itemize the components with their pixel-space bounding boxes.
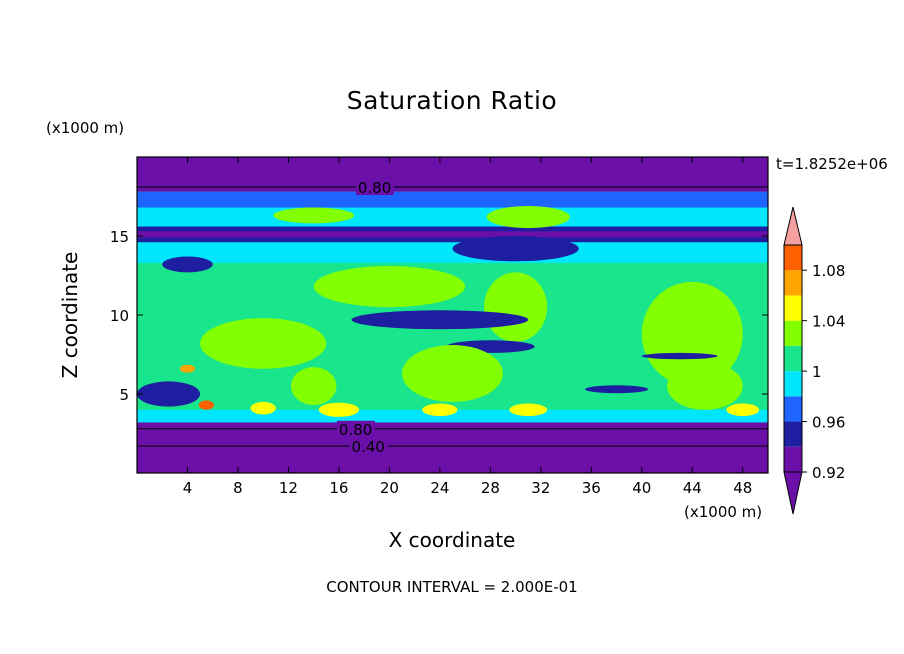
contour-interval-note: CONTOUR INTERVAL = 2.000E-01 xyxy=(326,578,578,596)
colorbar-bin xyxy=(784,245,802,271)
y-tick-label: 10 xyxy=(110,307,129,325)
field-blob xyxy=(198,400,214,410)
x-tick-label: 12 xyxy=(279,479,298,497)
time-label: t=1.8252e+06 xyxy=(776,155,888,173)
colorbar-bin xyxy=(784,446,802,472)
field-blob xyxy=(484,272,548,342)
x-tick-label: 36 xyxy=(582,479,601,497)
contour-label-bg xyxy=(349,438,388,455)
field-blob xyxy=(402,345,503,402)
x-axis-unit: (x1000 m) xyxy=(684,503,763,521)
colorbar-bin xyxy=(784,421,802,447)
contour-label-bg xyxy=(336,420,375,437)
colorbar-bin xyxy=(784,270,802,296)
colorbar-bin xyxy=(784,345,802,372)
contour-label: 0.80 xyxy=(339,421,372,439)
x-tick-label: 40 xyxy=(632,479,651,497)
colorbar-tick-label: 1.04 xyxy=(812,313,845,331)
field-blob xyxy=(137,381,201,407)
colorbar-under-arrow xyxy=(783,471,803,515)
colorbar-tick-label: 1 xyxy=(812,363,822,381)
field-blob xyxy=(162,256,213,273)
field-blob xyxy=(726,403,760,417)
field-blob xyxy=(667,362,743,410)
colorbar: 0.92 0.96 1 1.04 1.08 xyxy=(783,206,845,515)
x-tick-label: 24 xyxy=(430,479,449,497)
field-blob xyxy=(318,402,360,417)
field-band xyxy=(137,231,768,238)
field-blob xyxy=(179,364,196,373)
field-band xyxy=(137,207,768,227)
field-blob xyxy=(641,281,743,387)
field-blob xyxy=(200,318,327,369)
colorbar-over-arrow xyxy=(783,206,803,246)
colorbar-tick-label: 0.92 xyxy=(812,464,845,482)
field-blob xyxy=(641,352,718,360)
colorbar-bin xyxy=(784,371,802,397)
x-tick-label: 4 xyxy=(183,479,193,497)
plot-area: 0.800.800.40 xyxy=(137,157,768,473)
contour-label: 0.40 xyxy=(352,438,385,456)
x-tick-label: 32 xyxy=(531,479,550,497)
colorbar-bin xyxy=(784,320,802,346)
contour-label: 0.80 xyxy=(358,179,391,197)
field-blob xyxy=(509,403,548,417)
x-tick-label: 28 xyxy=(481,479,500,497)
field-blob xyxy=(422,403,458,417)
field-blob xyxy=(273,207,355,224)
chart-title: Saturation Ratio xyxy=(346,86,558,115)
x-tick-label: 8 xyxy=(233,479,243,497)
colorbar-tick-label: 0.96 xyxy=(812,414,845,432)
x-axis-label: X coordinate xyxy=(388,528,516,552)
field-blob xyxy=(486,205,570,229)
y-tick-label: 15 xyxy=(110,228,129,246)
colorbar-bin xyxy=(784,295,802,321)
field-band xyxy=(137,157,768,192)
field-blob xyxy=(452,236,579,262)
x-tick-label: 20 xyxy=(380,479,399,497)
x-tick-label: 16 xyxy=(329,479,348,497)
x-tick-label: 48 xyxy=(733,479,752,497)
field-blob xyxy=(250,401,276,415)
contour-label-bg xyxy=(355,179,394,196)
field-band xyxy=(137,409,768,423)
x-tick-label: 44 xyxy=(683,479,702,497)
field-blob xyxy=(290,367,337,406)
colorbar-bin xyxy=(784,396,802,422)
field-blob xyxy=(351,310,529,330)
colorbar-tick-label: 1.08 xyxy=(812,262,845,280)
field-band xyxy=(137,422,768,473)
field-blob xyxy=(585,385,649,394)
colorbar-frame xyxy=(783,244,803,473)
field-band xyxy=(137,242,768,263)
y-tick-label: 5 xyxy=(119,386,129,404)
y-axis-unit: (x1000 m) xyxy=(46,119,125,137)
field-band xyxy=(137,191,768,211)
field-blob xyxy=(313,266,466,308)
